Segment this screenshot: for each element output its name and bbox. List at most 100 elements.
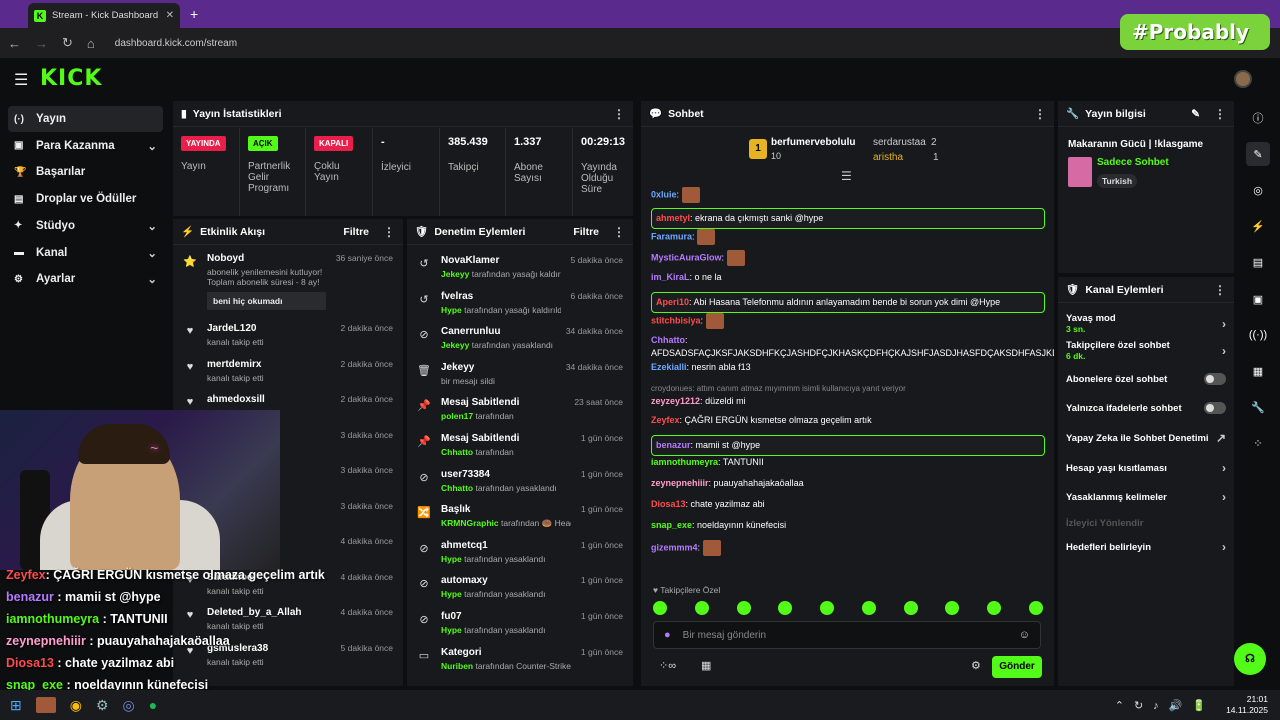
chat-username[interactable]: snap_exe xyxy=(651,520,693,530)
wrench-icon[interactable]: 🔧 xyxy=(1251,402,1265,415)
chat-username[interactable]: stitchbisiya xyxy=(651,315,701,326)
bolt-icon[interactable]: ⚡ xyxy=(1251,221,1265,234)
chat-username[interactable]: zeynepnehiiir xyxy=(651,478,709,488)
chat-username[interactable]: Aperi10 xyxy=(656,297,690,307)
forward-icon[interactable]: → xyxy=(35,35,48,51)
moderator-name[interactable]: KRMNGraphic xyxy=(441,518,499,529)
new-tab-icon[interactable]: + xyxy=(190,6,199,22)
chat-username[interactable]: ahmetyl xyxy=(656,213,691,223)
activity-filter-button[interactable]: Filtre xyxy=(343,225,369,238)
channel-action-item[interactable]: Takipçilere özel sohbet 6 dk. › xyxy=(1066,340,1226,361)
home-icon[interactable]: ⌂ xyxy=(86,35,95,51)
chat-username[interactable]: gizemmm4 xyxy=(651,542,698,553)
chat-username[interactable]: 0xluie xyxy=(651,189,677,200)
moderator-name[interactable]: Chhatto xyxy=(441,482,474,493)
mic-icon[interactable]: ● xyxy=(664,629,671,641)
chat-username[interactable]: Ezekialli xyxy=(651,362,687,372)
channel-action-item[interactable]: Abonelere özel sohbet xyxy=(1066,373,1226,385)
close-tab-icon[interactable]: ✕ xyxy=(165,10,174,21)
chat-username[interactable]: im_KiraL xyxy=(651,272,690,282)
chat-username[interactable]: Zeyfex xyxy=(651,415,680,425)
collapse-icon[interactable]: ☰ xyxy=(841,169,852,183)
chat-username[interactable]: zeyzey1212 xyxy=(651,396,701,406)
emote-icon[interactable] xyxy=(694,601,709,615)
discord-icon[interactable]: ◎ xyxy=(122,696,135,713)
channel-action-item[interactable]: Yasaklanmış kelimeler › xyxy=(1066,490,1226,504)
chat-username[interactable]: Faramura xyxy=(651,231,693,242)
emote-icon[interactable] xyxy=(987,601,1002,615)
sidebar-item-4[interactable]: ✦ Stüdyo ⌄ xyxy=(8,213,163,239)
support-button[interactable]: ☊ xyxy=(1234,643,1266,675)
chrome-icon[interactable]: ◉ xyxy=(69,696,82,713)
more-icon[interactable]: ⋮ xyxy=(613,106,625,121)
language-tag[interactable]: Turkish xyxy=(1097,174,1138,188)
category-link[interactable]: Sadece Sohbet xyxy=(1097,157,1169,168)
chat-username[interactable]: benazur xyxy=(656,440,691,450)
store-icon[interactable]: ▦ xyxy=(701,660,712,672)
chat-username[interactable]: Chhatto xyxy=(651,335,685,345)
more-icon[interactable]: ⋮ xyxy=(613,224,625,239)
moderation-filter-button[interactable]: Filtre xyxy=(573,225,599,238)
moderator-name[interactable]: Hype xyxy=(441,304,462,315)
sidebar-item-2[interactable]: 🏆 Başarılar xyxy=(8,159,163,185)
chat-username[interactable]: iamnothumeyra xyxy=(651,457,719,467)
sidebar-item-5[interactable]: ▬ Kanal ⌄ xyxy=(8,240,163,266)
notes-icon[interactable]: ▤ xyxy=(1252,257,1264,270)
channel-action-item[interactable]: Yapay Zeka ile Sohbet Denetimi ↗ xyxy=(1066,431,1226,445)
emote-icon[interactable] xyxy=(778,601,793,615)
channel-action-item[interactable]: Hedefleri belirleyin › xyxy=(1066,540,1226,554)
emote-icon[interactable] xyxy=(1028,601,1043,615)
moderator-name[interactable]: Nuriben xyxy=(441,660,474,671)
edit-icon[interactable]: ✎ xyxy=(1191,107,1200,120)
steam-icon[interactable]: ⚙ xyxy=(95,696,109,713)
emote-icon[interactable] xyxy=(820,601,835,615)
chat-username[interactable]: Diosa13 xyxy=(651,499,686,509)
more-icon[interactable]: ⋮ xyxy=(1214,282,1226,297)
toggle-switch[interactable] xyxy=(1204,402,1226,414)
spotify-icon[interactable]: ● xyxy=(148,697,158,713)
moderator-name[interactable]: Hype xyxy=(441,553,462,564)
reload-icon[interactable]: ↻ xyxy=(62,35,73,50)
chat-bubble-icon[interactable]: ▣ xyxy=(1252,293,1264,306)
info-icon[interactable]: ⓘ xyxy=(1252,113,1264,125)
sidebar-item-0[interactable]: (·) Yayın xyxy=(8,106,163,132)
more-icon[interactable]: ⋮ xyxy=(383,224,395,239)
emote-icon[interactable] xyxy=(945,601,960,615)
browser-tab[interactable]: K Stream - Kick Dashboard ✕ xyxy=(28,3,180,28)
moderator-name[interactable]: Hype xyxy=(441,589,462,600)
send-button[interactable]: Gönder xyxy=(992,656,1042,678)
menu-icon[interactable]: ☰ xyxy=(14,72,29,89)
emote-icon[interactable] xyxy=(653,601,667,615)
settings-icon[interactable]: ⚙ xyxy=(971,660,981,672)
chat-input[interactable]: ● Bir mesaj gönderin ☺ xyxy=(653,621,1041,649)
windows-start-icon[interactable]: ⊞ xyxy=(10,696,22,713)
moderator-name[interactable]: polen17 xyxy=(441,411,474,422)
taskbar-app-icon[interactable] xyxy=(35,697,56,713)
more-icon[interactable]: ⋮ xyxy=(1034,106,1046,121)
sidebar-item-6[interactable]: ⚙ Ayarlar ⌄ xyxy=(8,266,163,292)
clock[interactable]: 21:01 14.11.2025 xyxy=(1226,694,1268,716)
sidebar-item-3[interactable]: ▤ Droplar ve Ödüller xyxy=(8,186,163,212)
url-field[interactable]: dashboard.kick.com/stream xyxy=(114,37,238,49)
sidebar-item-1[interactable]: ▣ Para Kazanma ⌄ xyxy=(8,133,163,159)
points-icon[interactable]: ⁘∞ xyxy=(659,660,677,672)
moderator-name[interactable]: Jekeyy xyxy=(441,340,470,351)
toggle-switch[interactable] xyxy=(1204,373,1226,385)
emoji-icon[interactable]: ☺ xyxy=(1018,629,1030,641)
more-icon[interactable]: ⋮ xyxy=(1214,106,1226,121)
moderator-name[interactable]: Chhatto xyxy=(441,447,474,457)
broadcast-icon[interactable]: ((·)) xyxy=(1248,329,1268,342)
moderator-name[interactable]: Jekeyy xyxy=(441,269,470,279)
layout-icon[interactable]: ▦ xyxy=(1252,365,1264,378)
moderator-name[interactable]: Hype xyxy=(441,625,462,635)
chat-username[interactable]: MysticAuraGlow xyxy=(651,252,722,263)
back-icon[interactable]: ← xyxy=(8,35,21,51)
emote-icon[interactable] xyxy=(903,601,918,615)
channel-action-item[interactable]: Yavaş mod 3 sn. › xyxy=(1066,313,1226,334)
channel-action-item[interactable]: Hesap yaşı kısıtlaması › xyxy=(1066,461,1226,475)
camera-icon[interactable]: ◎ xyxy=(1253,184,1263,197)
user-avatar[interactable] xyxy=(1234,70,1252,88)
pencil-icon[interactable]: ✎ xyxy=(1246,142,1270,167)
nodes-icon[interactable]: ⁘ xyxy=(1253,438,1263,451)
emote-icon[interactable] xyxy=(736,601,751,615)
